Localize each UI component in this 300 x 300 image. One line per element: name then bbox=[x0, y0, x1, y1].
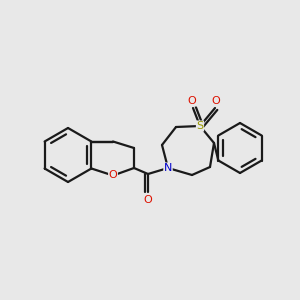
Text: O: O bbox=[212, 96, 220, 106]
Text: O: O bbox=[188, 96, 196, 106]
Text: O: O bbox=[109, 170, 117, 181]
Text: S: S bbox=[196, 121, 204, 131]
Text: O: O bbox=[144, 195, 152, 205]
Text: N: N bbox=[164, 163, 172, 173]
